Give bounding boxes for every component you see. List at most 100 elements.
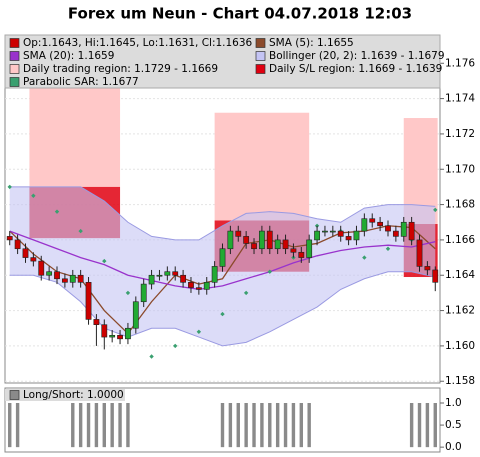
- signal-bar: [433, 403, 437, 448]
- signal-bar: [220, 403, 225, 448]
- candle-body: [329, 230, 336, 233]
- candle-body: [353, 230, 360, 241]
- candle-body: [117, 335, 123, 340]
- signal-bar: [110, 403, 114, 448]
- candle-body: [164, 271, 171, 276]
- candle-body: [211, 266, 218, 283]
- sar-dot: [243, 290, 249, 296]
- y-tick-label: 1.166: [445, 234, 475, 246]
- candle-body: [172, 271, 179, 276]
- candle-body: [219, 248, 226, 267]
- candle-body: [180, 274, 186, 283]
- legend-swatch: [9, 390, 20, 400]
- signal-bar: [102, 403, 106, 448]
- region: [29, 80, 121, 187]
- sar-dot: [267, 269, 272, 274]
- signal-bar: [244, 403, 248, 448]
- legend-swatch: [255, 38, 266, 48]
- candle-body: [408, 221, 415, 241]
- sar-dot: [78, 228, 83, 234]
- y-tick-label: 0.0: [445, 441, 462, 453]
- candle-body: [227, 230, 234, 250]
- signal-bar: [307, 403, 311, 448]
- legend-label: Bollinger (20, 2): 1.1639 - 1.1679: [269, 50, 445, 62]
- legend-swatch: [255, 51, 266, 61]
- signal-bar: [409, 403, 414, 448]
- legend-swatch: [9, 51, 20, 61]
- candle-body: [345, 236, 352, 241]
- candle-body: [369, 218, 376, 223]
- signal-bar: [299, 403, 304, 448]
- y-tick-label: 1.162: [445, 305, 475, 317]
- signal-bar: [260, 403, 264, 448]
- legend-box: [5, 389, 125, 401]
- candle-body: [337, 230, 344, 237]
- y-tick-label: 1.0: [445, 397, 462, 409]
- candle-body: [195, 287, 202, 290]
- candle-body: [361, 218, 368, 232]
- legend-label: SMA (20): 1.1659: [23, 50, 114, 62]
- legend-label: Op:1.1643, Hi:1.1645, Lo:1.1631, Cl:1.16…: [23, 37, 253, 49]
- candle-body: [392, 230, 399, 237]
- signal-bar: [291, 403, 296, 448]
- candle-body: [54, 271, 60, 280]
- candle-body: [306, 239, 313, 258]
- candle-body: [282, 239, 289, 250]
- candle-body: [259, 230, 265, 250]
- candle-body: [266, 230, 273, 250]
- candle-body: [101, 324, 108, 338]
- y-tick-label: 1.170: [445, 163, 475, 175]
- y-tick-label: 1.174: [445, 93, 475, 105]
- y-tick-label: 1.160: [445, 340, 475, 352]
- legend-swatch: [9, 77, 20, 87]
- signal-bar: [94, 403, 99, 448]
- candle-body: [38, 260, 45, 276]
- sar-dot: [362, 255, 367, 260]
- sar-dot: [149, 354, 154, 359]
- candle-body: [148, 274, 155, 285]
- candle-body: [109, 335, 116, 338]
- signal-bar: [417, 403, 422, 448]
- candle-body: [377, 221, 384, 227]
- signal-bar: [283, 403, 288, 448]
- candle-body: [22, 248, 29, 258]
- signal-bar: [126, 403, 130, 448]
- candle-body: [385, 225, 391, 232]
- signal-bar: [425, 403, 430, 448]
- signal-bar: [15, 403, 20, 448]
- legend-label: Long/Short: 1.0000: [23, 389, 124, 401]
- candle-body: [314, 230, 320, 241]
- signal-bar: [86, 403, 91, 448]
- candle-body: [77, 274, 84, 283]
- y-tick-label: 1.164: [445, 269, 475, 281]
- sar-dot: [102, 258, 107, 264]
- candle-body: [188, 282, 194, 288]
- legend-swatch: [9, 38, 20, 48]
- candle-body: [85, 282, 92, 320]
- signal-bar: [275, 403, 280, 448]
- candle-body: [400, 221, 407, 237]
- candle-body: [235, 230, 242, 237]
- legend-label: Parabolic SAR: 1.1677: [23, 76, 139, 88]
- y-tick-label: 1.176: [445, 57, 475, 69]
- signal-bar: [71, 403, 75, 448]
- candle-body: [6, 236, 13, 241]
- region: [214, 112, 310, 221]
- candle-body: [298, 251, 305, 258]
- sar-dot: [125, 290, 131, 296]
- sar-dot: [385, 246, 391, 251]
- sar-dot: [173, 343, 178, 349]
- signal-bar: [228, 403, 233, 448]
- candle-body: [140, 283, 147, 303]
- candle-body: [156, 274, 163, 277]
- sar-dot: [54, 209, 60, 214]
- sar-dot: [220, 311, 225, 317]
- candle-body: [203, 282, 210, 290]
- y-tick-label: 1.168: [445, 199, 475, 211]
- y-tick-label: 0.5: [445, 419, 462, 431]
- signal-bar: [8, 403, 12, 448]
- signal-bar: [252, 403, 256, 448]
- sar-dot: [433, 207, 438, 213]
- sar-dot: [196, 329, 202, 334]
